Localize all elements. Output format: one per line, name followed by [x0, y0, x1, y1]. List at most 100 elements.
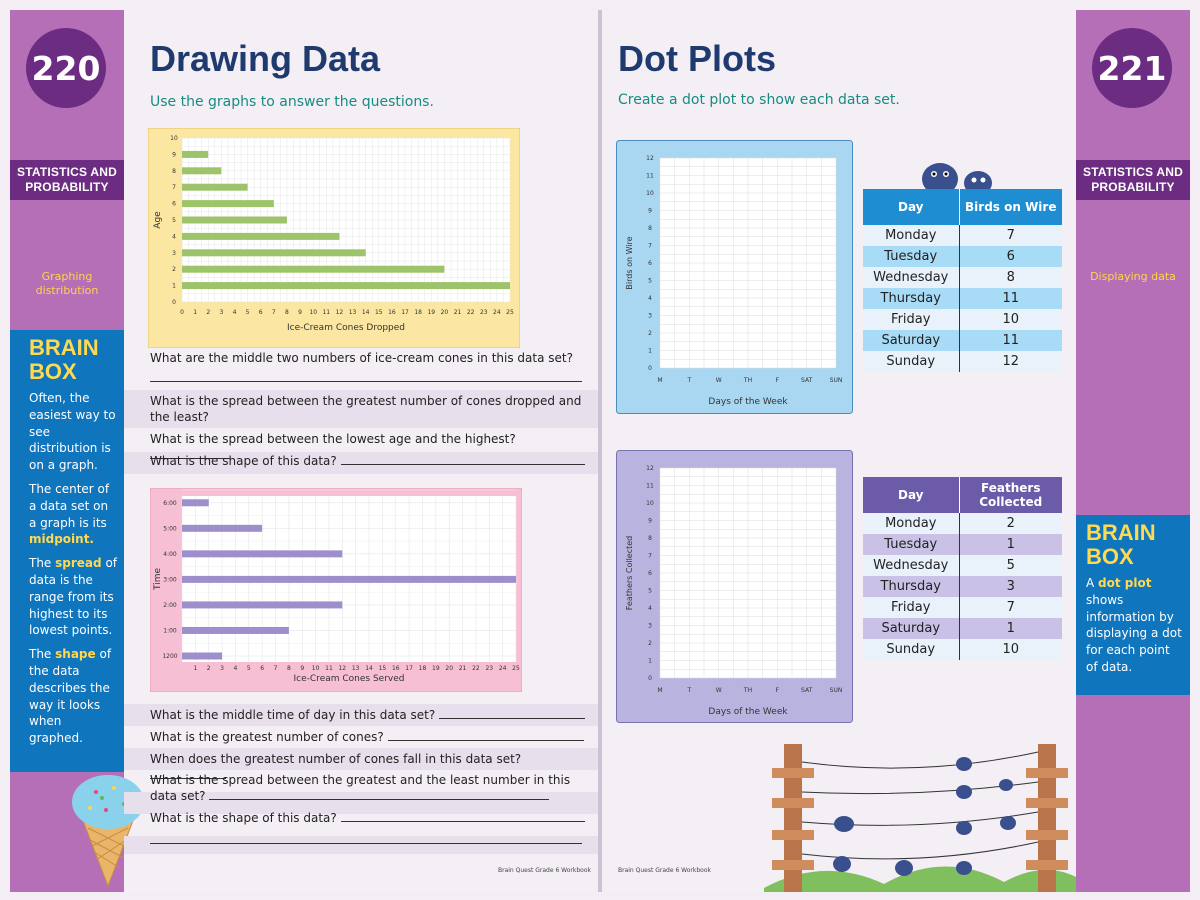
y-tick-label: 1	[648, 348, 652, 355]
question-band	[124, 452, 598, 474]
y-tick-label: 6	[648, 570, 652, 577]
answer-line[interactable]	[439, 707, 586, 719]
x-tick-label: 3	[220, 665, 224, 672]
day-cell: Sunday	[863, 639, 960, 660]
y-axis-label: Time	[153, 568, 163, 591]
y-tick-label: 7	[648, 553, 652, 560]
x-tick-label: 1	[193, 309, 197, 316]
y-tick-label: 1200	[162, 653, 177, 660]
y-tick-label: 6	[172, 201, 176, 208]
x-tick-label: 20	[441, 309, 449, 316]
y-tick-label: 4	[648, 605, 652, 612]
question-band	[124, 836, 598, 854]
value-cell: 10	[959, 639, 1062, 660]
y-tick-label: 9	[172, 151, 176, 158]
value-cell: 3	[959, 576, 1062, 597]
page-subtitle: Use the graphs to answer the questions.	[150, 94, 434, 110]
day-cell: Monday	[863, 513, 960, 534]
x-tick-label: 11	[322, 309, 330, 316]
y-tick-label: 4	[172, 233, 176, 240]
y-tick-label: 3	[648, 623, 652, 630]
question-text: What is the middle time of day in this d…	[150, 708, 436, 722]
y-tick-label: 0	[648, 365, 652, 372]
page-number-badge: 221	[1092, 28, 1172, 108]
answer-line[interactable]	[150, 447, 230, 459]
table-row: Tuesday 1	[863, 534, 1062, 555]
brain-box-text: A dot plot shows information by displayi…	[1086, 576, 1182, 674]
x-tick-label: T	[686, 687, 691, 694]
y-tick-label: 4:00	[163, 551, 177, 558]
left-page: 220 STATISTICS AND PROBABILITY Graphing …	[10, 10, 598, 892]
x-tick-label: TH	[743, 377, 752, 384]
answer-line[interactable]	[150, 370, 582, 382]
question: What is the spread between the greatest …	[150, 393, 582, 425]
question: What is the spread between the lowest ag…	[150, 431, 586, 463]
x-tick-label: 25	[506, 309, 514, 316]
x-tick-label: 23	[480, 309, 488, 316]
section-tag: STATISTICS AND PROBABILITY	[10, 160, 124, 200]
x-tick-label: SUN	[830, 687, 843, 694]
answer-line[interactable]	[150, 832, 582, 844]
question-text: What is the shape of this data?	[150, 811, 337, 825]
x-tick-label: 7	[274, 665, 278, 672]
y-tick-label: 9	[648, 208, 652, 215]
x-tick-label: 12	[336, 309, 344, 316]
table-row: Wednesday 8	[863, 267, 1062, 288]
bar	[182, 265, 445, 273]
y-tick-label: 10	[646, 190, 654, 197]
table-header-cell: Feathers Collected	[959, 477, 1062, 513]
value-cell: 7	[959, 225, 1062, 246]
page-title: Drawing Data	[150, 38, 381, 79]
page-number-badge: 220	[26, 28, 106, 108]
y-tick-label: 10	[170, 135, 178, 142]
question-text: When does the greatest number of cones f…	[150, 752, 522, 766]
fence-birds-illustration	[764, 744, 1078, 892]
bar	[182, 249, 366, 257]
day-cell: Tuesday	[863, 534, 960, 555]
book-spine	[598, 10, 602, 892]
answer-line[interactable]	[387, 729, 584, 741]
day-cell: Monday	[863, 225, 960, 246]
answer-line[interactable]	[340, 453, 585, 465]
birds-table: Day Birds on Wire Monday 7 Tuesday 6 Wednesda…	[863, 189, 1062, 372]
y-tick-label: 10	[646, 500, 654, 507]
value-cell: 6	[959, 246, 1062, 267]
brain-box-title: BRAIN BOX	[29, 335, 99, 384]
question-text: What is the spread between the greatest …	[150, 394, 582, 424]
x-tick-label: 13	[352, 665, 360, 672]
answer-line[interactable]	[209, 788, 550, 800]
bar	[182, 601, 343, 609]
x-tick-label: 0	[180, 309, 184, 316]
table-row: Sunday 12	[863, 351, 1062, 372]
question-text: What are the middle two numbers of ice-c…	[150, 351, 573, 365]
bar	[182, 216, 287, 224]
y-tick-label: 5:00	[163, 525, 177, 532]
topic-label: Graphing distribution	[35, 270, 99, 297]
bar	[182, 550, 343, 558]
y-tick-label: 5	[648, 278, 652, 285]
page-subtitle: Create a dot plot to show each data set.	[618, 92, 900, 108]
y-tick-label: 2	[172, 266, 176, 273]
answer-line[interactable]	[150, 767, 226, 779]
x-tick-label: 21	[459, 665, 467, 672]
cones-dropped-chart: 0 1 2 3 4 5 6 7 8 9 10 11 12 13 14 15 16 17 18 19 20 21 22 23 24…	[148, 128, 520, 348]
y-tick-label: 2:00	[163, 602, 177, 609]
table-header-cell: Day	[863, 189, 960, 225]
day-cell: Tuesday	[863, 246, 960, 267]
x-tick-label: 25	[512, 665, 520, 672]
x-tick-label: 10	[312, 665, 320, 672]
right-page: Dot Plots Create a dot plot to show each…	[602, 10, 1190, 892]
y-tick-label: 4	[648, 295, 652, 302]
answer-line[interactable]	[340, 810, 585, 822]
ice-cream-cone-illustration	[72, 775, 144, 888]
x-tick-label: 3	[219, 309, 223, 316]
bar	[182, 575, 516, 583]
x-axis-label: Ice-Cream Cones Dropped	[287, 323, 405, 333]
y-tick-label: 3:00	[163, 576, 177, 583]
table-row: Saturday 1	[863, 618, 1062, 639]
question-text: What is the greatest number of cones?	[150, 730, 384, 744]
x-tick-label: 20	[445, 665, 453, 672]
question-text: What is the spread between the lowest ag…	[150, 432, 516, 446]
